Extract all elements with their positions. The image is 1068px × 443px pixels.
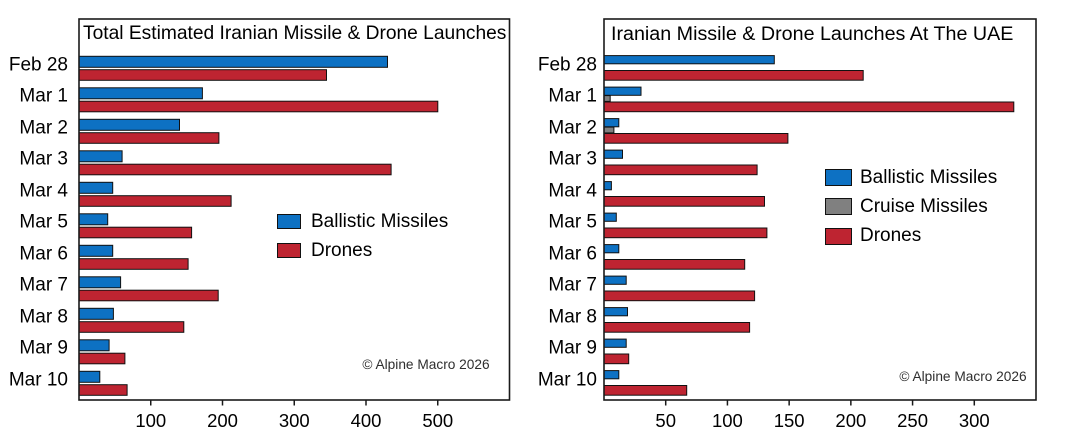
y-category-label: Mar 1	[548, 85, 597, 107]
y-category-label: Mar 2	[19, 117, 68, 139]
x-tick-label: 500	[422, 410, 454, 432]
bar-drones-mar-10	[603, 385, 688, 396]
plot-frame	[603, 18, 1037, 401]
bar-drones-mar-2	[603, 133, 789, 144]
legend-row: Ballistic Missiles	[277, 207, 448, 236]
bar-ballistic-missiles-mar-4	[603, 181, 612, 191]
chart-right-copyright: © Alpine Macro 2026	[899, 369, 1027, 384]
bar-cruise-missiles-mar-1	[603, 95, 611, 102]
legend-swatch-cruise-missiles	[825, 198, 852, 216]
y-category-label: Mar 1	[19, 85, 68, 107]
y-category-label: Mar 8	[548, 306, 597, 328]
legend-swatch-ballistic-missiles	[277, 214, 301, 230]
y-category-label: Mar 2	[548, 117, 597, 139]
bar-drones-mar-6	[603, 259, 746, 270]
y-category-label: Mar 10	[8, 369, 68, 391]
bar-drones-feb-28	[603, 70, 864, 81]
bar-ballistic-missiles-mar-7	[603, 275, 627, 285]
y-category-label: Mar 10	[537, 369, 597, 391]
y-category-label: Mar 7	[19, 274, 68, 296]
chart-left-copyright: © Alpine Macro 2026	[362, 357, 490, 372]
x-tick-label: 200	[835, 410, 867, 432]
bar-drones-mar-7	[603, 290, 756, 302]
x-tick-label: 300	[958, 410, 990, 432]
bar-ballistic-missiles-mar-2	[603, 118, 620, 128]
chart-left-title: Total Estimated Iranian Missile & Drone …	[83, 23, 507, 44]
x-tick-label: 300	[278, 410, 310, 432]
bar-drones-mar-9	[603, 353, 630, 365]
bar-ballistic-missiles-mar-6	[603, 244, 620, 254]
legend-swatch-drones	[825, 227, 852, 245]
bar-ballistic-missiles-mar-5	[603, 212, 617, 222]
y-category-label: Mar 9	[19, 337, 68, 359]
bar-ballistic-missiles-mar-10	[603, 370, 620, 380]
legend-label: Ballistic Missiles	[860, 166, 998, 188]
x-tick-label: 50	[655, 410, 676, 432]
y-category-label: Mar 5	[19, 211, 68, 233]
x-tick-label: 400	[350, 410, 382, 432]
y-category-label: Mar 6	[19, 243, 68, 265]
y-category-label: Mar 4	[548, 180, 597, 202]
y-category-label: Mar 3	[19, 148, 68, 170]
x-tick-label: 100	[135, 410, 167, 432]
legend-row: Cruise Missiles	[825, 192, 997, 221]
bar-ballistic-missiles-mar-8	[603, 307, 628, 317]
legend-swatch-drones	[277, 243, 301, 259]
bar-drones-mar-1	[603, 101, 1015, 113]
x-tick-label: 150	[773, 410, 805, 432]
legend-label: Drones	[860, 225, 922, 247]
y-category-label: Mar 4	[19, 180, 68, 202]
x-tick-label: 250	[897, 410, 928, 432]
bar-ballistic-missiles-mar-3	[603, 149, 623, 159]
bar-cruise-missiles-mar-2	[603, 126, 615, 134]
y-category-label: Mar 5	[548, 211, 597, 233]
y-category-label: Mar 9	[548, 337, 597, 359]
bar-ballistic-missiles-feb-28	[603, 55, 775, 65]
legend-row: Drones	[825, 222, 997, 251]
x-tick-label: 200	[207, 410, 238, 432]
chart-right-title: Iranian Missile & Drone Launches At The …	[611, 23, 1014, 45]
bar-drones-mar-4	[603, 196, 765, 207]
y-category-label: Feb 28	[8, 54, 68, 76]
y-category-label: Mar 8	[19, 306, 68, 328]
bar-ballistic-missiles-mar-9	[603, 338, 627, 348]
bar-drones-mar-5	[603, 227, 768, 239]
bar-ballistic-missiles-mar-1	[603, 86, 642, 96]
legend-row: Drones	[277, 236, 448, 265]
y-category-label: Feb 28	[537, 54, 597, 76]
legend-swatch-ballistic-missiles	[825, 169, 852, 187]
chart-right-legend: Ballistic Missiles Cruise Missiles Drones	[825, 163, 997, 251]
legend-label: Drones	[311, 239, 373, 261]
bar-drones-mar-8	[603, 322, 751, 333]
bar-drones-mar-3	[603, 164, 758, 176]
x-tick-label: 100	[711, 410, 743, 432]
legend-row: Ballistic Missiles	[825, 163, 997, 192]
y-category-label: Mar 7	[548, 274, 597, 296]
chart-left-legend: Ballistic Missiles Drones	[277, 207, 448, 266]
y-category-label: Mar 3	[548, 148, 597, 170]
y-category-label: Mar 6	[548, 243, 597, 265]
legend-label: Cruise Missiles	[860, 195, 988, 217]
legend-label: Ballistic Missiles	[311, 210, 449, 232]
